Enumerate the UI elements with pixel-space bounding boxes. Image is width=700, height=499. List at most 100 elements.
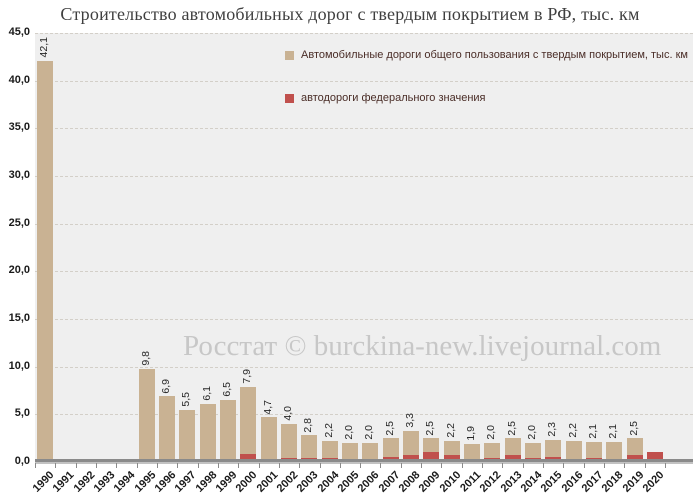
ytick-label-25,0: 25,0 (8, 216, 30, 229)
x-tick-2008 (400, 463, 402, 468)
x-tick-2012 (482, 463, 484, 468)
x-tick-1994 (116, 463, 118, 468)
bar-total-1999 (220, 400, 237, 462)
ytick-label-35,0: 35,0 (8, 121, 30, 134)
bar-label-2013: 2,5 (505, 420, 518, 436)
legend-label-total: Автомобильные дороги общего пользования … (301, 49, 688, 61)
gridline-35,0 (35, 128, 693, 130)
x-tick-1999 (217, 463, 219, 468)
bar-label-2003: 2,8 (302, 417, 315, 433)
x-tick-2007 (380, 463, 382, 468)
bar-total-1997 (179, 409, 196, 462)
x-tick-2016 (563, 463, 565, 468)
ytick-label-0,0: 0,0 (14, 455, 30, 467)
bar-label-2012: 2,0 (485, 425, 498, 440)
bars-layer: 42,1 9,8 6,9 5,5 6,1 6,5 7,9 4,7 4,0 2,8 2,2 2,0 2,0… (35, 33, 665, 462)
bar-federal-2019 (626, 454, 643, 462)
ytick-label-20,0: 20,0 (8, 264, 30, 277)
bar-federal-2013 (504, 455, 521, 462)
x-tick-2018 (604, 463, 606, 468)
bar-label-1990: 42,1 (38, 37, 51, 58)
legend-label-federal: автодороги федерального значения (301, 92, 486, 104)
bar-federal-2000 (240, 454, 257, 462)
bar-label-1995: 9,8 (139, 350, 152, 366)
x-tick-2000 (238, 463, 240, 468)
bar-federal-2020 (646, 452, 663, 462)
bar-federal-2008 (402, 455, 419, 462)
bar-total-2012 (484, 442, 501, 462)
bar-label-2001: 4,7 (261, 399, 274, 415)
bar-total-2006 (362, 442, 379, 462)
bar-label-2007: 2,5 (383, 420, 396, 436)
bar-label-2014: 2,0 (525, 425, 538, 440)
ytick-label-30,0: 30,0 (8, 169, 30, 181)
bar-total-1995 (138, 368, 155, 462)
bar-total-2018 (606, 441, 623, 462)
bar-total-1990 (37, 60, 54, 462)
x-tick-2019 (624, 463, 626, 468)
bar-label-1999: 6,5 (221, 382, 234, 398)
gridline-10,0 (35, 366, 693, 368)
bar-total-2015 (545, 440, 562, 462)
bar-total-1996 (159, 396, 176, 462)
bar-label-2006: 2,0 (363, 425, 376, 440)
gridline-25,0 (35, 223, 693, 225)
chart-title: Строительство автомобильных дорог с твер… (60, 4, 640, 24)
gridline-45,0 (35, 33, 693, 34)
gridline-5,0 (35, 414, 693, 416)
x-tick-2013 (502, 463, 504, 468)
bar-label-1996: 6,9 (160, 378, 173, 394)
bar-federal-2009 (423, 452, 440, 462)
x-tick-2006 (360, 463, 362, 468)
plot-area: Росстат © burckina-new.livejournal.com А… (35, 33, 693, 468)
x-tick-1993 (95, 463, 97, 468)
x-tick-1995 (136, 463, 138, 468)
x-tick-1997 (177, 463, 179, 468)
x-tick-1992 (75, 463, 77, 468)
bar-label-2009: 2,5 (424, 420, 437, 436)
x-tick-1996 (156, 463, 158, 468)
bar-total-2016 (565, 441, 582, 462)
x-tick-2001 (258, 463, 260, 468)
bar-total-2007 (382, 438, 399, 462)
ytick-label-10,0: 10,0 (8, 359, 30, 372)
bar-label-2010: 2,2 (444, 423, 457, 439)
legend: Автомобильные дороги общего пользования … (285, 49, 688, 104)
bar-total-2003 (301, 435, 318, 462)
gridline-15,0 (35, 319, 693, 320)
bar-total-2000 (240, 386, 257, 462)
bar-total-2002 (281, 423, 298, 462)
x-tick-2002 (278, 463, 280, 468)
bar-label-2000: 7,9 (241, 369, 254, 384)
ytick-label-40,0: 40,0 (8, 73, 30, 86)
bar-label-2004: 2,2 (322, 423, 335, 439)
bar-total-2001 (260, 417, 277, 462)
x-tick-2003 (299, 463, 301, 468)
x-tick-2010 (441, 463, 443, 468)
bar-label-2018: 2,1 (607, 424, 620, 439)
bar-label-2002: 4,0 (282, 406, 295, 421)
gridline-40,0 (35, 80, 693, 82)
bar-label-2017: 2,1 (586, 424, 599, 439)
x-tick-1990 (35, 463, 36, 468)
bar-label-2005: 2,0 (343, 425, 355, 440)
legend-swatch-federal-icon (285, 93, 294, 103)
bar-total-2017 (585, 441, 602, 462)
x-tick-1998 (197, 463, 199, 468)
bar-total-1998 (199, 403, 216, 462)
bar-label-2011: 1,9 (464, 426, 477, 441)
legend-swatch-total-icon (285, 50, 294, 60)
ytick-label-15,0: 15,0 (8, 312, 30, 324)
x-axis-line (35, 459, 693, 464)
x-tick-2020 (644, 463, 646, 468)
x-tick-2017 (583, 463, 585, 468)
legend-item-federal: автодороги федерального значения (285, 92, 688, 104)
ytick-label-45,0: 45,0 (8, 26, 30, 38)
x-tick-2011 (461, 463, 463, 468)
bar-federal-2010 (443, 455, 460, 462)
watermark-text: Росстат © burckina-new.livejournal.com (183, 330, 662, 362)
gridline-20,0 (35, 271, 693, 273)
bar-label-1998: 6,1 (200, 386, 213, 401)
x-tick-2014 (522, 463, 524, 468)
